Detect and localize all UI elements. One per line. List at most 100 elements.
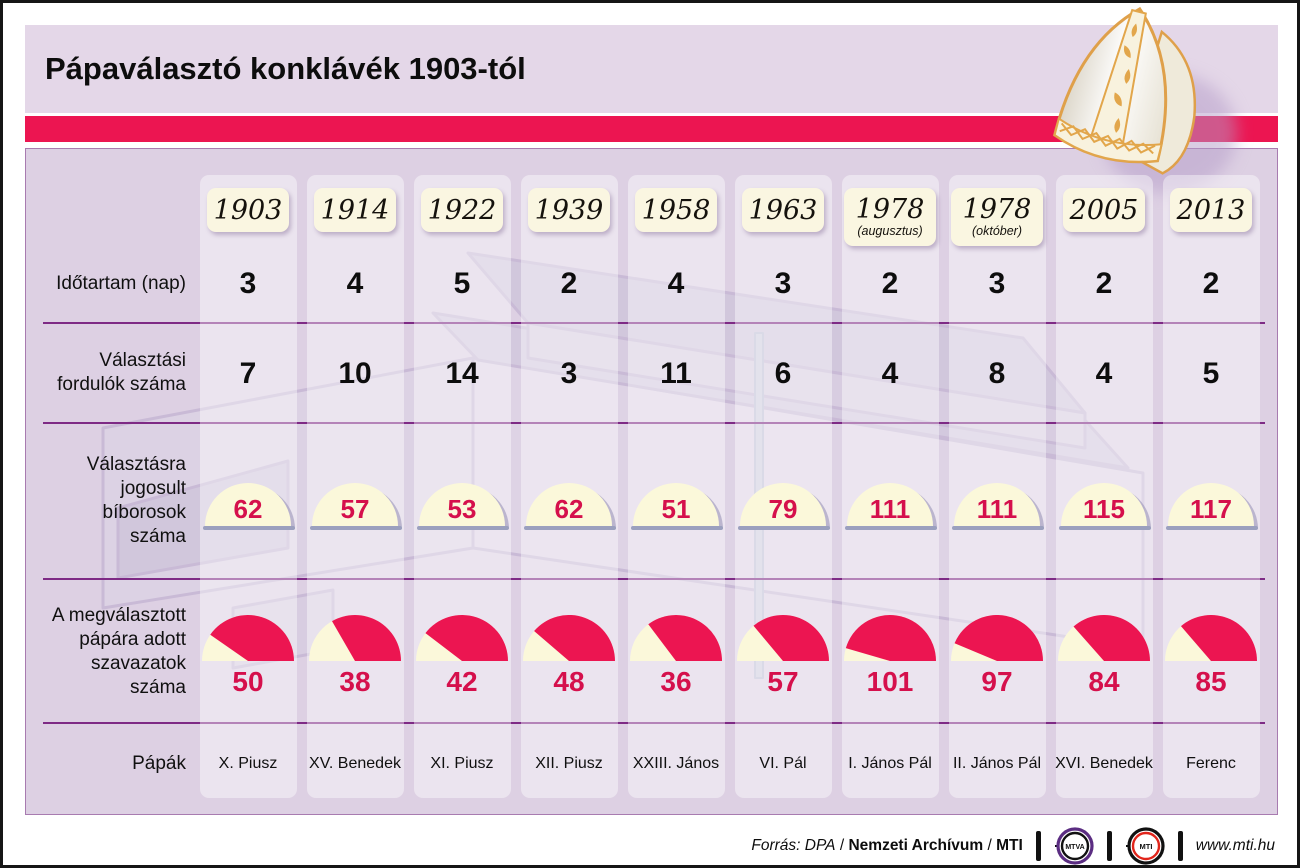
- row-label-popes: Pápák: [43, 752, 186, 776]
- row-label-line: Pápák: [132, 753, 186, 774]
- votes-half-pie: [1165, 615, 1257, 661]
- year-label: 1914: [320, 194, 390, 226]
- duration-value: 3: [774, 267, 792, 300]
- gauge-base-shadow: [310, 526, 402, 530]
- rounds-value: 7: [239, 357, 257, 390]
- year-label: 2005: [1069, 194, 1139, 226]
- cardinals-value: 51: [661, 494, 691, 524]
- year-header: 1939: [528, 188, 610, 232]
- year-label: 1963: [748, 194, 818, 226]
- duration-value: 2: [560, 267, 578, 300]
- year-header: 1978 (október): [951, 188, 1043, 246]
- website-url: www.mti.hu: [1195, 837, 1275, 854]
- pope-name: XI. Piusz: [430, 755, 494, 772]
- gauge-base-shadow: [631, 526, 723, 530]
- row-label-line: fordulók száma: [57, 374, 186, 395]
- footer-divider-bar: [1177, 831, 1183, 861]
- page-title: Pápaválasztó konklávék 1903-tól: [45, 51, 526, 86]
- source-credit: Forrás: DPA / Nemzeti Archívum / MTI: [751, 837, 1022, 855]
- pope-name: XXIII. János: [632, 755, 720, 772]
- cardinals-value: 62: [554, 494, 584, 524]
- votes-value: 48: [553, 666, 585, 697]
- votes-value: 97: [981, 666, 1013, 697]
- row-divider: [43, 422, 1265, 424]
- pope-name: XII. Piusz: [535, 755, 603, 772]
- gauge-base-shadow: [952, 526, 1044, 530]
- year-label: 1978: [962, 194, 1032, 226]
- gauge-base-shadow: [1166, 526, 1258, 530]
- pope-name: Ferenc: [1186, 755, 1236, 772]
- source-label: Forrás:: [751, 837, 801, 854]
- gauge-base-shadow: [417, 526, 509, 530]
- row-label-line: szavazatok: [90, 653, 186, 674]
- votes-value: 85: [1195, 666, 1227, 697]
- footer: Forrás: DPA / Nemzeti Archívum / MTI MTV…: [751, 826, 1275, 865]
- year-header: 1978 (augusztus): [844, 188, 936, 246]
- votes-half-pie: [951, 615, 1043, 661]
- papal-mitre-icon: [1052, 6, 1237, 193]
- row-divider: [43, 578, 1265, 580]
- cardinals-value: 57: [340, 494, 370, 524]
- duration-value: 2: [1202, 267, 1220, 300]
- row-divider: [43, 722, 1265, 724]
- year-header: 1903: [207, 188, 289, 232]
- row-label-votes: A megválasztott pápára adott szavazatok szá…: [43, 604, 186, 700]
- votes-half-pie: [737, 615, 829, 661]
- rounds-value: 6: [774, 357, 792, 390]
- row-label-cardinals: Választásra jogosult bíborosok száma: [43, 453, 186, 549]
- svg-text:MTI: MTI: [1139, 842, 1152, 851]
- row-label-line: bíborosok: [102, 502, 186, 523]
- cardinals-value: 115: [1083, 494, 1125, 524]
- year-header: 1922: [421, 188, 503, 232]
- duration-value: 3: [239, 267, 257, 300]
- cardinals-gauge: 51: [633, 483, 719, 526]
- year-note: (augusztus): [857, 224, 923, 239]
- votes-half-pie: [416, 615, 508, 661]
- source-agency-dpa: DPA: [804, 837, 836, 854]
- gauge-base-shadow: [845, 526, 937, 530]
- footer-divider-bar: [1035, 831, 1041, 861]
- year-header: 1958: [635, 188, 717, 232]
- row-label-line: Választásra: [86, 454, 186, 475]
- cardinals-value: 62: [233, 494, 263, 524]
- mtva-logo-icon: MTVA: [1054, 827, 1094, 865]
- duration-value: 2: [1095, 267, 1113, 300]
- rounds-value: 4: [1095, 357, 1113, 390]
- cardinals-value: 53: [447, 494, 477, 524]
- rounds-value: 4: [881, 357, 899, 390]
- row-label-duration: Időtartam (nap): [43, 272, 186, 296]
- votes-half-pie: [630, 615, 722, 661]
- row-label-line: jogosult: [120, 478, 187, 499]
- rounds-value: 14: [445, 357, 479, 390]
- duration-value: 2: [881, 267, 899, 300]
- row-label-line: Választási: [99, 350, 186, 371]
- votes-value: 84: [1088, 666, 1120, 697]
- duration-value: 5: [453, 267, 471, 300]
- votes-value: 38: [339, 666, 371, 697]
- year-label: 1903: [213, 194, 283, 226]
- row-label-line: pápára adott: [79, 629, 186, 650]
- row-label-rounds: Választási fordulók száma: [43, 349, 186, 397]
- source-agency-mti: MTI: [996, 837, 1023, 854]
- pope-name: X. Piusz: [218, 755, 278, 772]
- rounds-value: 5: [1202, 357, 1220, 390]
- votes-value: 57: [767, 666, 799, 697]
- row-label-line: száma: [130, 526, 186, 547]
- pope-name: XV. Benedek: [309, 755, 401, 772]
- year-header: 2013: [1170, 188, 1252, 232]
- row-label-line: A megválasztott: [51, 605, 186, 626]
- year-label: 1958: [641, 194, 711, 226]
- mti-logo-icon: MTI: [1125, 827, 1165, 865]
- year-label: 1939: [534, 194, 604, 226]
- cardinals-value: 111: [869, 494, 911, 524]
- duration-value: 4: [667, 267, 685, 300]
- pope-name: XVI. Benedek: [1055, 755, 1153, 772]
- votes-value: 42: [446, 666, 478, 697]
- rounds-value: 10: [338, 357, 372, 390]
- gauge-base-shadow: [203, 526, 295, 530]
- source-separator: /: [839, 837, 845, 854]
- svg-text:MTVA: MTVA: [1065, 844, 1084, 851]
- year-label: 1922: [427, 194, 497, 226]
- votes-half-pie: [844, 615, 936, 661]
